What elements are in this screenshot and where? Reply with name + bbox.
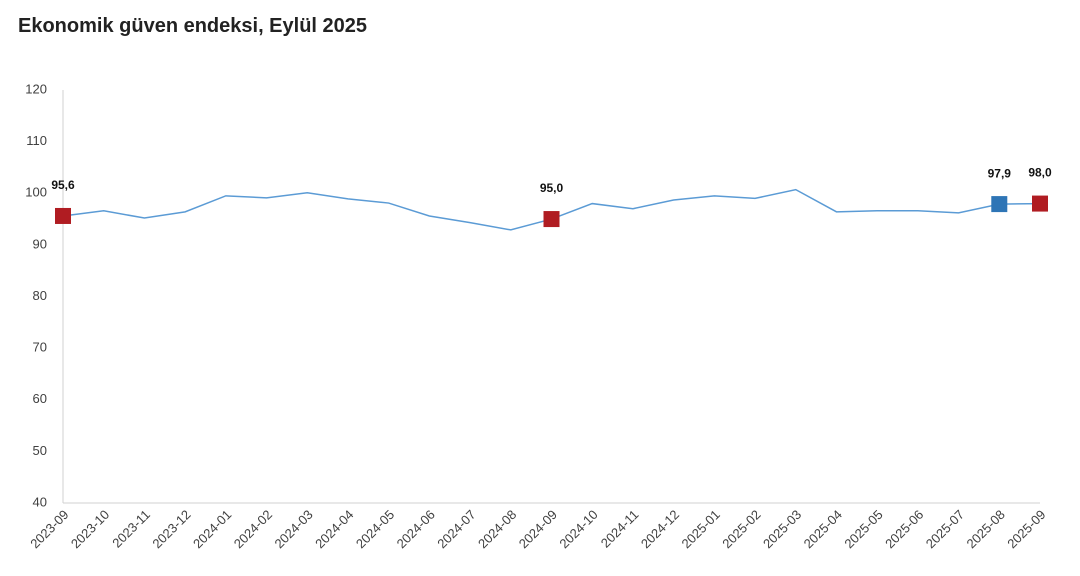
- x-tick-label: 2024-05: [353, 507, 397, 551]
- x-tick-label: 2023-11: [109, 507, 153, 551]
- y-tick-label: 70: [33, 340, 47, 355]
- x-tick-label: 2024-01: [190, 507, 234, 551]
- x-tick-label: 2025-09: [1004, 507, 1048, 551]
- x-tick-label: 2025-06: [882, 507, 926, 551]
- chart-title: Ekonomik güven endeksi, Eylül 2025: [18, 15, 367, 37]
- x-tick-label: 2025-07: [923, 507, 967, 551]
- x-tick-label: 2024-03: [271, 507, 315, 551]
- x-tick-label: 2024-02: [231, 507, 275, 551]
- marker: [543, 211, 560, 228]
- x-tick-label: 2024-12: [638, 507, 682, 551]
- x-tick-label: 2024-11: [598, 507, 642, 551]
- x-tick-label: 2025-02: [719, 507, 763, 551]
- marker: [55, 207, 71, 224]
- y-tick-label: 100: [25, 185, 47, 200]
- x-tick-label: 2024-10: [556, 507, 600, 551]
- marker: [1032, 195, 1048, 212]
- x-tick-label: 2023-12: [149, 507, 193, 551]
- x-tick-label: 2025-03: [760, 507, 804, 551]
- y-tick-label: 50: [33, 443, 47, 458]
- x-tick-label: 2024-06: [394, 507, 438, 551]
- y-tick-label: 110: [26, 133, 47, 148]
- x-tick-label: 2024-08: [475, 507, 519, 551]
- marker: [991, 196, 1008, 213]
- value-label: 97,9: [988, 166, 1012, 180]
- x-tick-label: 2025-05: [841, 507, 885, 551]
- x-tick-label: 2023-09: [27, 507, 71, 551]
- value-label: 98,0: [1028, 166, 1052, 180]
- x-tick-label: 2024-04: [312, 507, 356, 551]
- value-label: 95,0: [540, 181, 564, 195]
- y-tick-label: 60: [33, 391, 47, 406]
- y-tick-label: 120: [25, 81, 47, 96]
- x-tick-label: 2025-04: [801, 507, 845, 551]
- x-tick-label: 2025-08: [963, 507, 1007, 551]
- value-label: 95,6: [51, 178, 75, 192]
- y-tick-label: 90: [33, 236, 47, 251]
- x-tick-label: 2024-09: [516, 507, 560, 551]
- y-tick-label: 80: [33, 288, 47, 303]
- x-tick-label: 2024-07: [434, 507, 478, 551]
- x-tick-label: 2023-10: [68, 507, 112, 551]
- x-tick-label: 2025-01: [679, 507, 723, 551]
- y-tick-label: 40: [33, 494, 47, 509]
